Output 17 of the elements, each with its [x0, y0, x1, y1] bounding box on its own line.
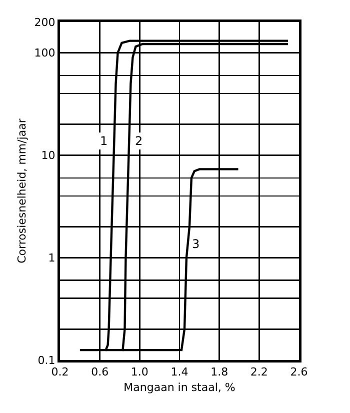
x-tick-label: 1.4 — [170, 366, 188, 379]
x-axis-title: Mangaan in staal, % — [124, 381, 236, 394]
y-tick-label: 10 — [41, 149, 56, 162]
x-tick-label: 0.2 — [51, 366, 69, 379]
x-tick-label: 0.6 — [91, 366, 109, 379]
x-tick-label: 1.8 — [210, 366, 228, 379]
series-label: 2 — [135, 134, 143, 148]
y-tick-label: 0.1 — [38, 354, 56, 367]
x-tick-label: 2.6 — [290, 366, 308, 379]
y-axis-title: Corrosiesnelheid, mm/jaar — [16, 118, 29, 264]
y-tick-label: 1 — [48, 251, 56, 264]
y-tick-label: 100 — [34, 46, 56, 60]
x-tick-label: 2.2 — [250, 366, 268, 379]
series-label: 3 — [192, 237, 200, 251]
y-tick-label: 200 — [34, 16, 56, 29]
series-label: 1 — [100, 134, 108, 148]
x-tick-label: 1.0 — [130, 366, 148, 379]
